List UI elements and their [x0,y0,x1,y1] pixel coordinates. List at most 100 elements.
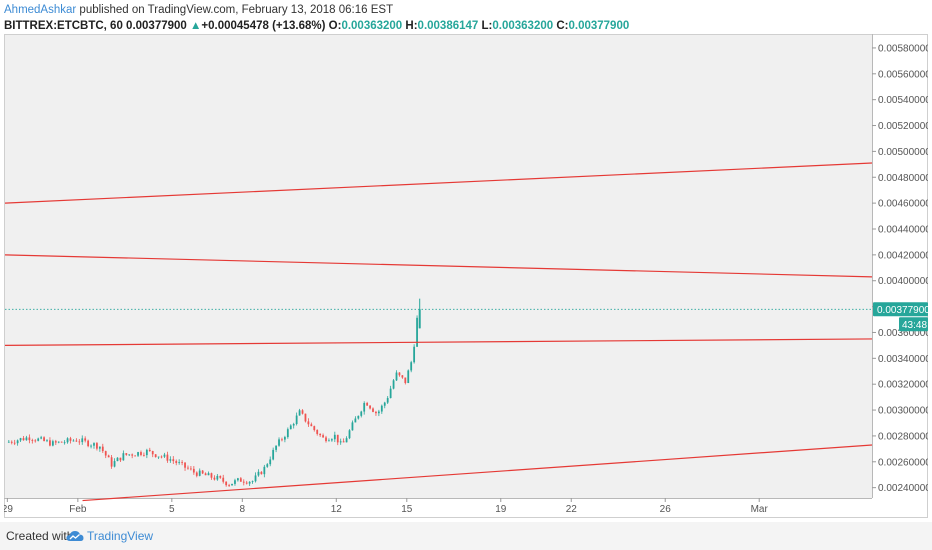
candle-body [345,438,348,443]
candle-body [113,461,116,467]
candle-body [325,437,327,442]
candle-body [181,462,184,463]
candle-body [57,441,60,443]
candle-body [195,472,198,476]
countdown-tag-label: 43:48 [902,320,927,331]
candle-body [84,438,87,441]
x-tick-label: 8 [240,504,246,515]
candle-body [184,462,186,468]
low-label: L: [481,20,493,32]
candle-body [319,433,322,436]
low-value: 0.00363200 [492,20,554,32]
y-tick-label: 0.00240000 [878,483,928,494]
x-tick-label: 5 [169,504,175,515]
candle-body [119,457,122,461]
y-tick-label: 0.00320000 [878,380,928,391]
candle-body [125,453,128,455]
candle-body [192,468,195,473]
candle-body [283,437,286,440]
trendline-upper-channel[interactable] [4,162,873,204]
candle-body [143,454,145,456]
y-tick-label: 0.00500000 [878,147,928,158]
candle-body [328,440,330,442]
close-label: C: [556,20,569,32]
candle-body [348,430,351,439]
candle-body [357,415,360,419]
last-price-tag-label: 0.00377900 [877,305,928,316]
candle-body [66,438,69,443]
candle-body [395,372,398,381]
y-tick-label: 0.00280000 [878,431,928,442]
candle-body [375,411,377,414]
candle-body [90,445,92,447]
candle-body [239,478,242,482]
candle-body [187,467,189,469]
candle-body [46,440,48,442]
y-tick-label: 0.00440000 [878,224,928,235]
candle-body [104,451,107,456]
candle-body [93,443,95,446]
candle-body [369,405,371,409]
candle-body [78,441,81,443]
candle-body [172,459,175,462]
high-label: H: [405,20,418,32]
y-tick-label: 0.00480000 [878,173,928,184]
candle-body [231,483,233,486]
candle-body [404,377,407,384]
candle-body [145,449,148,456]
candle-body [407,370,410,384]
trendline-lower-support[interactable] [82,444,873,502]
tradingview-cloud-icon [66,531,84,541]
y-tick-label: 0.00540000 [878,95,928,106]
y-tick-label: 0.00400000 [878,276,928,287]
x-tick-label: 26 [660,504,672,515]
author-link[interactable]: AhmedAshkar [4,4,77,16]
candle-body [272,449,275,460]
x-tick-label: 15 [401,504,413,515]
close-value: 0.00377900 [568,20,630,32]
candle-body [301,410,304,414]
candle-body [234,480,236,484]
candle-body [163,454,166,457]
candle-body [245,482,248,484]
y-tick-label: 0.00520000 [878,121,928,132]
open-value: 0.00363200 [341,20,403,32]
candle-body [269,459,272,465]
candle-body [316,430,319,434]
candle-body [225,481,228,486]
candle-body [122,453,125,461]
candle-body [278,439,280,446]
trendline-middle-support[interactable] [4,338,873,346]
price-chart[interactable]: 0.00240000 0.00260000 0.00280000 0.00300000… [4,34,928,518]
candle-body [275,445,277,450]
candle-body [54,441,57,443]
candle-body [289,425,292,430]
candle-body [60,441,63,443]
trendline-descending-resistance[interactable] [4,254,873,278]
y-tick-label: 0.00460000 [878,199,928,210]
candle-body [190,468,192,470]
candle-body [372,408,374,412]
candle-body [131,454,134,456]
publish-line: AhmedAshkar published on TradingView.com… [4,2,928,18]
x-tick-label: 12 [331,504,343,515]
candle-body [383,402,386,406]
candle-body [342,441,345,443]
candle-body [228,485,230,486]
tradingview-link[interactable]: TradingView [87,529,154,543]
candle-body [237,478,239,481]
change-value: +0.00045478 (+13.68%) [201,20,326,32]
y-tick-label: 0.00580000 [878,43,928,54]
candle-body [151,451,154,455]
plot-area [5,35,872,498]
candle-body [25,437,28,441]
candle-body [34,440,37,442]
candle-body [110,457,113,467]
x-tick-label: 22 [566,504,578,515]
candle-body [248,481,251,484]
candle-body [101,446,104,452]
symbol-label[interactable]: BITTREX:ETCBTC, 60 [4,20,123,32]
candle-body [386,398,389,403]
candle-body [310,424,313,427]
published-text: published on TradingView.com, February 1… [76,4,394,16]
